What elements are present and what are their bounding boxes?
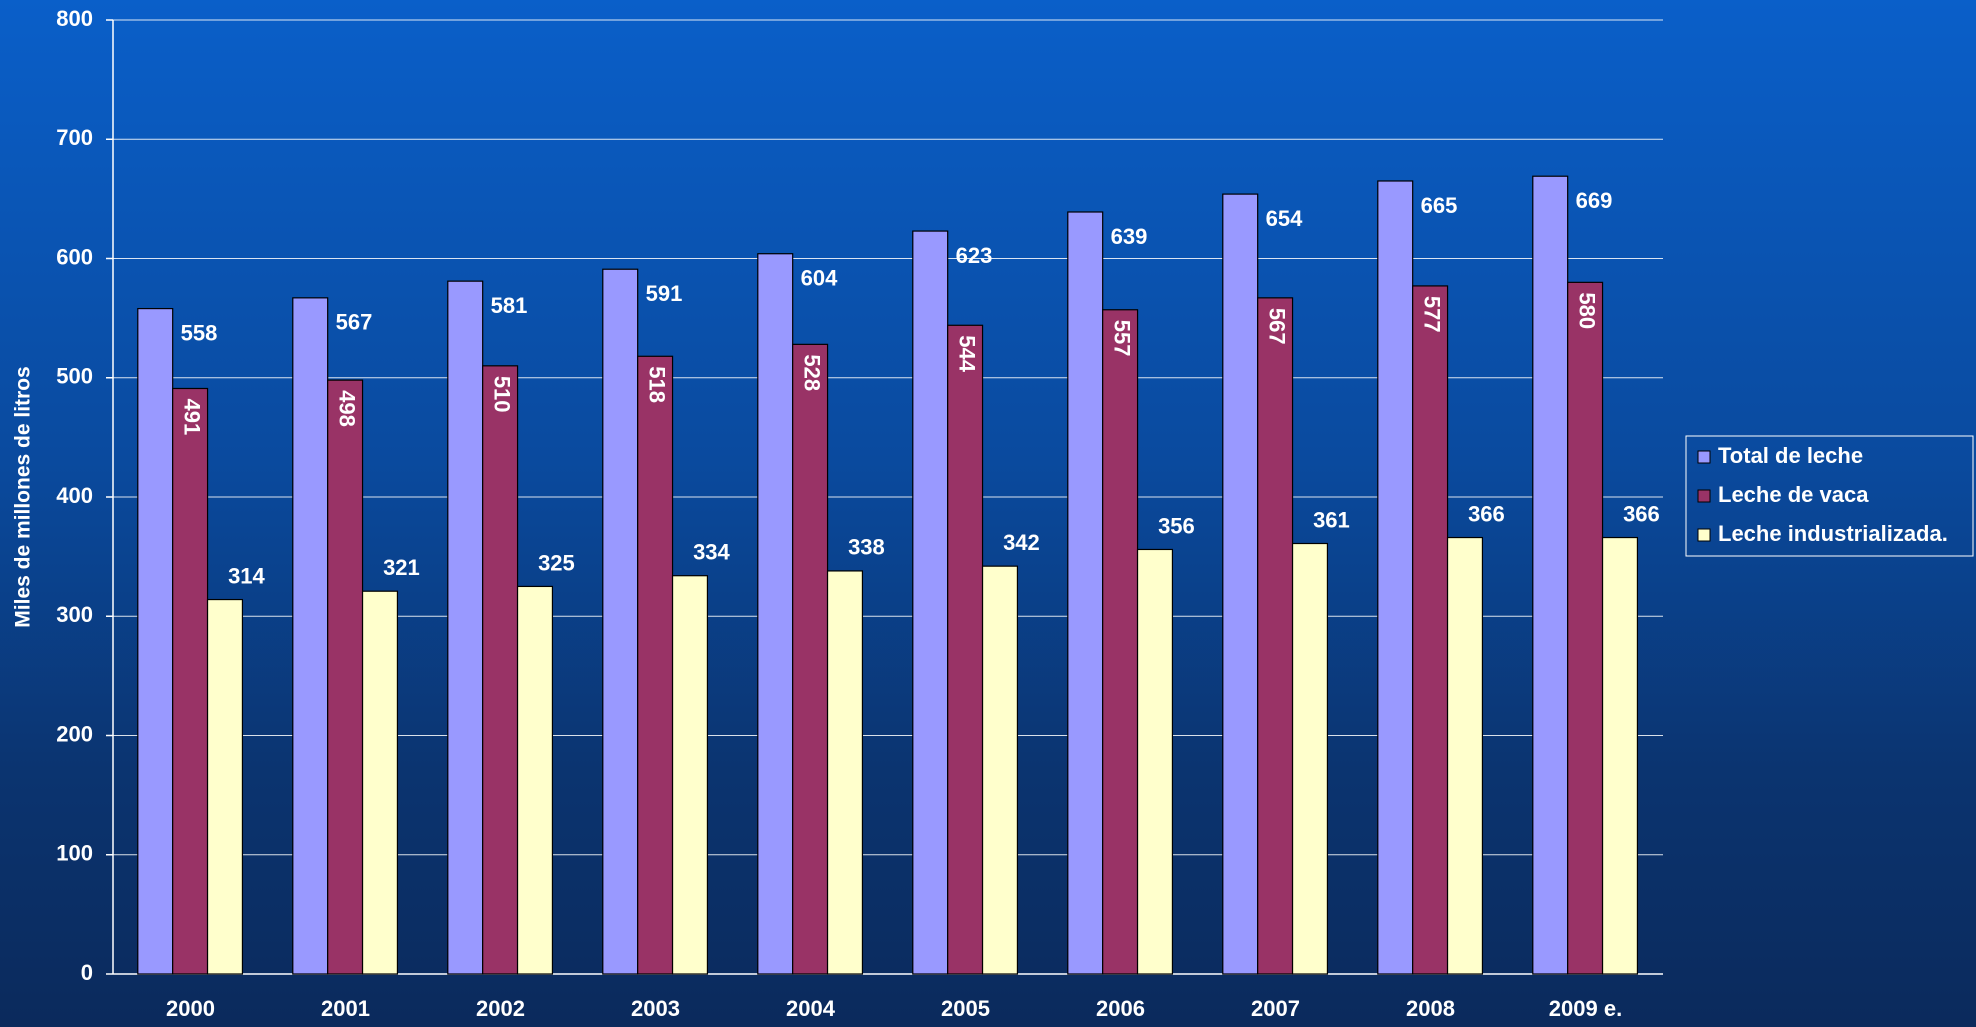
- y-tick-label: 400: [56, 483, 93, 508]
- bar: [327, 379, 364, 975]
- data-label: 544: [954, 335, 979, 372]
- bar: [1291, 542, 1329, 975]
- bar: [292, 297, 329, 975]
- bar: [792, 343, 829, 975]
- x-tick-label: 2009 e.: [1549, 996, 1622, 1021]
- x-tick-label: 2004: [786, 996, 836, 1021]
- data-label: 577: [1419, 296, 1444, 333]
- y-tick-label: 500: [56, 364, 93, 389]
- data-label: 510: [489, 376, 514, 413]
- bar: [1446, 536, 1484, 975]
- x-tick-label: 2000: [166, 996, 215, 1021]
- bar: [912, 230, 949, 975]
- data-label: 528: [799, 354, 824, 391]
- data-label: 558: [181, 320, 218, 345]
- y-tick-label: 600: [56, 244, 93, 269]
- bar: [757, 253, 794, 975]
- data-label: 356: [1158, 513, 1195, 538]
- x-tick-label: 2006: [1096, 996, 1145, 1021]
- y-tick-label: 100: [56, 841, 93, 866]
- data-label: 338: [848, 535, 885, 560]
- y-axis-label: Miles de millones de litros: [12, 366, 35, 627]
- y-tick-label: 300: [56, 602, 93, 627]
- bar: [826, 570, 864, 975]
- bar: [947, 324, 984, 975]
- bar: [1067, 211, 1104, 975]
- bar: [482, 365, 519, 975]
- bar: [637, 355, 674, 975]
- bar: [1102, 309, 1139, 975]
- bar: [447, 280, 484, 975]
- data-label: 604: [801, 266, 838, 291]
- bar: [1567, 281, 1604, 975]
- data-label: 321: [383, 555, 420, 580]
- x-tick-label: 2007: [1251, 996, 1300, 1021]
- bar: [1257, 297, 1294, 975]
- data-label: 314: [228, 563, 265, 588]
- y-tick-label: 0: [81, 960, 93, 985]
- bar: [981, 565, 1019, 975]
- bar: [671, 575, 709, 975]
- y-tick-label: 800: [56, 6, 93, 31]
- y-tick-label: 700: [56, 125, 93, 150]
- bar: [1601, 536, 1639, 975]
- bar: [1136, 548, 1174, 975]
- data-label: 366: [1623, 501, 1660, 526]
- data-label: 491: [179, 398, 204, 435]
- bar: [1532, 175, 1569, 975]
- legend-box: [1685, 435, 1974, 557]
- data-label: 518: [644, 366, 669, 403]
- data-label: 325: [538, 550, 575, 575]
- bar: [1412, 285, 1449, 975]
- bar: [602, 268, 639, 975]
- data-label: 669: [1576, 188, 1613, 213]
- x-tick-label: 2001: [321, 996, 370, 1021]
- data-label: 557: [1109, 320, 1134, 357]
- bar: [1377, 180, 1414, 975]
- data-label: 581: [491, 293, 528, 318]
- bar: [1222, 193, 1259, 975]
- data-label: 334: [693, 540, 730, 565]
- bar: [172, 387, 209, 975]
- legend-swatch: [1697, 450, 1711, 464]
- data-label: 567: [336, 310, 373, 335]
- legend-label: Leche de vaca: [1718, 482, 1869, 507]
- data-label: 639: [1111, 224, 1148, 249]
- data-label: 665: [1421, 193, 1458, 218]
- legend-swatch: [1697, 489, 1711, 503]
- legend-swatch: [1697, 528, 1711, 542]
- data-label: 580: [1574, 292, 1599, 329]
- data-label: 498: [334, 390, 359, 427]
- data-label: 567: [1264, 308, 1289, 345]
- data-label: 654: [1266, 206, 1303, 231]
- data-label: 591: [646, 281, 683, 306]
- data-label: 623: [956, 243, 993, 268]
- x-tick-label: 2003: [631, 996, 680, 1021]
- legend-label: Leche industrializada.: [1718, 521, 1948, 546]
- bar: [516, 585, 554, 975]
- bar: [137, 307, 174, 975]
- x-tick-label: 2005: [941, 996, 990, 1021]
- legend-label: Total de leche: [1718, 443, 1863, 468]
- y-tick-label: 200: [56, 721, 93, 746]
- x-tick-label: 2008: [1406, 996, 1455, 1021]
- x-tick-label: 2002: [476, 996, 525, 1021]
- bar: [206, 598, 244, 975]
- data-label: 361: [1313, 507, 1350, 532]
- data-label: 366: [1468, 501, 1505, 526]
- data-label: 342: [1003, 530, 1040, 555]
- bar: [361, 590, 399, 975]
